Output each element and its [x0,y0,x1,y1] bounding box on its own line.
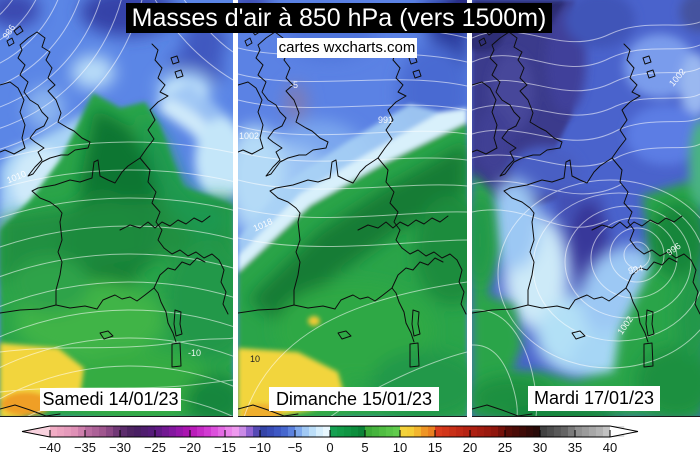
svg-text:994: 994 [627,263,644,276]
svg-text:35: 35 [568,440,582,455]
svg-text:5: 5 [361,440,368,455]
svg-text:10: 10 [250,354,260,364]
svg-text:40: 40 [603,440,617,455]
svg-text:−40: −40 [39,440,61,455]
svg-text:−35: −35 [74,440,96,455]
svg-text:-10: -10 [188,348,201,358]
svg-text:−30: −30 [109,440,131,455]
svg-text:0: 0 [326,440,333,455]
svg-text:1002: 1002 [239,131,259,141]
svg-text:15: 15 [428,440,442,455]
svg-text:−20: −20 [179,440,201,455]
svg-text:−25: −25 [144,440,166,455]
svg-text:−15: −15 [214,440,236,455]
svg-text:−10: −10 [249,440,271,455]
svg-text:30: 30 [533,440,547,455]
svg-text:20: 20 [463,440,477,455]
svg-text:10: 10 [393,440,407,455]
svg-text:-5: -5 [290,80,298,90]
svg-text:−5: −5 [288,440,303,455]
svg-text:25: 25 [498,440,512,455]
svg-text:991: 991 [378,115,393,125]
